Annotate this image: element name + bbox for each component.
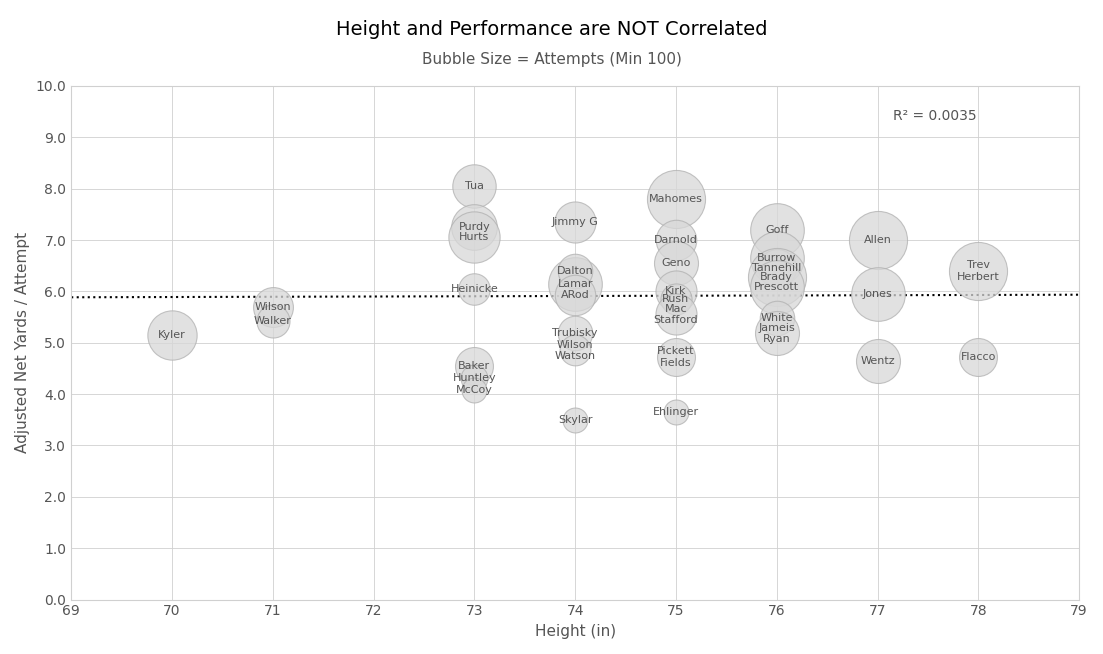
Text: Jimmy G: Jimmy G	[552, 217, 599, 227]
Point	[768, 252, 785, 263]
Point	[264, 316, 281, 326]
Text: Wilson
Watson: Wilson Watson	[555, 339, 596, 361]
Point	[667, 407, 685, 417]
Point	[163, 330, 181, 340]
Point	[465, 360, 483, 371]
Point	[465, 222, 483, 232]
Point	[768, 328, 785, 339]
Text: Wilson: Wilson	[255, 301, 291, 312]
Text: Bubble Size = Attempts (Min 100): Bubble Size = Attempts (Min 100)	[421, 52, 682, 67]
Text: Ehlinger: Ehlinger	[653, 407, 699, 417]
Point	[667, 258, 685, 268]
Point	[970, 266, 987, 276]
Text: Tua: Tua	[464, 181, 484, 191]
Point	[465, 372, 483, 383]
Text: White: White	[761, 313, 793, 323]
Text: Geno: Geno	[662, 258, 690, 268]
Text: McCoy: McCoy	[456, 385, 493, 395]
Text: Allen: Allen	[864, 235, 891, 245]
Point	[768, 282, 785, 292]
Text: Heinicke: Heinicke	[450, 284, 499, 294]
Text: Prescott: Prescott	[754, 283, 800, 292]
Y-axis label: Adjusted Net Yards / Attempt: Adjusted Net Yards / Attempt	[15, 232, 30, 453]
Point	[667, 286, 685, 297]
Text: Skylar: Skylar	[558, 415, 592, 425]
Text: Brady: Brady	[760, 272, 793, 282]
Text: ARod: ARod	[560, 290, 589, 300]
Point	[970, 352, 987, 362]
Text: Kirk: Kirk	[665, 286, 687, 296]
Point	[264, 301, 281, 312]
Text: Goff: Goff	[765, 225, 789, 235]
Text: Huntley: Huntley	[452, 373, 496, 383]
Text: Kyler: Kyler	[158, 330, 185, 340]
Point	[566, 328, 583, 339]
Point	[667, 309, 685, 320]
Point	[566, 216, 583, 227]
Text: Trubisky: Trubisky	[553, 328, 598, 339]
Text: Pickett
Fields: Pickett Fields	[657, 347, 695, 368]
Text: Walker: Walker	[254, 316, 291, 326]
Point	[768, 272, 785, 283]
Point	[566, 279, 583, 289]
Point	[768, 263, 785, 273]
Point	[667, 194, 685, 204]
Text: Purdy: Purdy	[459, 222, 490, 232]
Point	[869, 356, 887, 366]
Text: Hurts: Hurts	[459, 232, 490, 243]
Point	[566, 345, 583, 356]
Point	[465, 284, 483, 294]
Point	[566, 266, 583, 276]
Point	[869, 288, 887, 299]
Point	[465, 232, 483, 243]
Text: Tannehill: Tannehill	[752, 264, 802, 273]
Text: Dalton: Dalton	[557, 266, 593, 276]
Text: Burrow: Burrow	[757, 253, 796, 263]
Text: R² = 0.0035: R² = 0.0035	[892, 109, 976, 123]
Point	[768, 224, 785, 235]
Point	[667, 352, 685, 362]
Text: Trev
Herbert: Trev Herbert	[957, 260, 999, 282]
Point	[465, 385, 483, 395]
Point	[566, 415, 583, 425]
Text: Lamar: Lamar	[557, 279, 593, 288]
Text: Wentz: Wentz	[860, 356, 895, 366]
Text: Rush: Rush	[663, 294, 689, 304]
Text: Darnold: Darnold	[654, 235, 698, 245]
Point	[465, 181, 483, 192]
Point	[768, 313, 785, 323]
Text: Height and Performance are NOT Correlated: Height and Performance are NOT Correlate…	[335, 20, 768, 39]
Text: Flacco: Flacco	[961, 352, 996, 362]
Text: Jones: Jones	[863, 289, 892, 299]
Point	[667, 294, 685, 304]
Point	[667, 235, 685, 245]
Point	[566, 290, 583, 301]
Point	[869, 235, 887, 245]
Text: Baker: Baker	[459, 361, 491, 371]
Text: Jameis
Ryan: Jameis Ryan	[759, 322, 795, 344]
Text: Mac
Stafford: Mac Stafford	[654, 303, 698, 325]
X-axis label: Height (in): Height (in)	[535, 624, 615, 639]
Text: Mahomes: Mahomes	[649, 194, 703, 204]
